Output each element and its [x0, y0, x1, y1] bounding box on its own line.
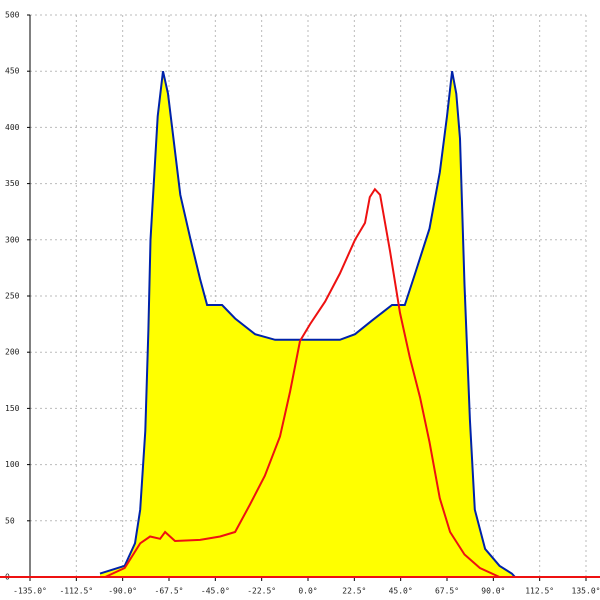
x-tick-label: -22.5° — [247, 587, 276, 596]
x-tick-label: 0.0° — [298, 587, 317, 596]
x-tick-label: -90.0° — [108, 587, 137, 596]
line — [99, 70, 516, 578]
y-tick-label: 150 — [5, 404, 20, 413]
area-fill — [100, 71, 515, 577]
y-tick-label: 350 — [5, 179, 20, 188]
y-tick-label: 450 — [5, 67, 20, 76]
y-tick-label: 400 — [5, 123, 20, 132]
y-tick-label: 200 — [5, 348, 20, 357]
line — [104, 187, 500, 578]
y-tick-label: 500 — [5, 11, 20, 20]
x-tick-label: -112.5° — [59, 587, 93, 596]
x-tick-label: 112.5° — [525, 587, 554, 596]
x-tick-label: -135.0° — [13, 587, 47, 596]
x-tick-label: 22.5° — [342, 587, 366, 596]
x-tick-label: 45.0° — [389, 587, 413, 596]
x-tick-label: -45.0° — [201, 587, 230, 596]
y-tick-label: 100 — [5, 460, 20, 469]
x-tick-label: 135.0° — [572, 587, 600, 596]
x-tick-label: -67.5° — [155, 587, 184, 596]
y-tick-label: 250 — [5, 292, 20, 301]
y-tick-label: 300 — [5, 235, 20, 244]
x-tick-label: 67.5° — [435, 587, 459, 596]
x-tick-label: 90.0° — [481, 587, 505, 596]
y-tick-label: 50 — [5, 516, 15, 525]
